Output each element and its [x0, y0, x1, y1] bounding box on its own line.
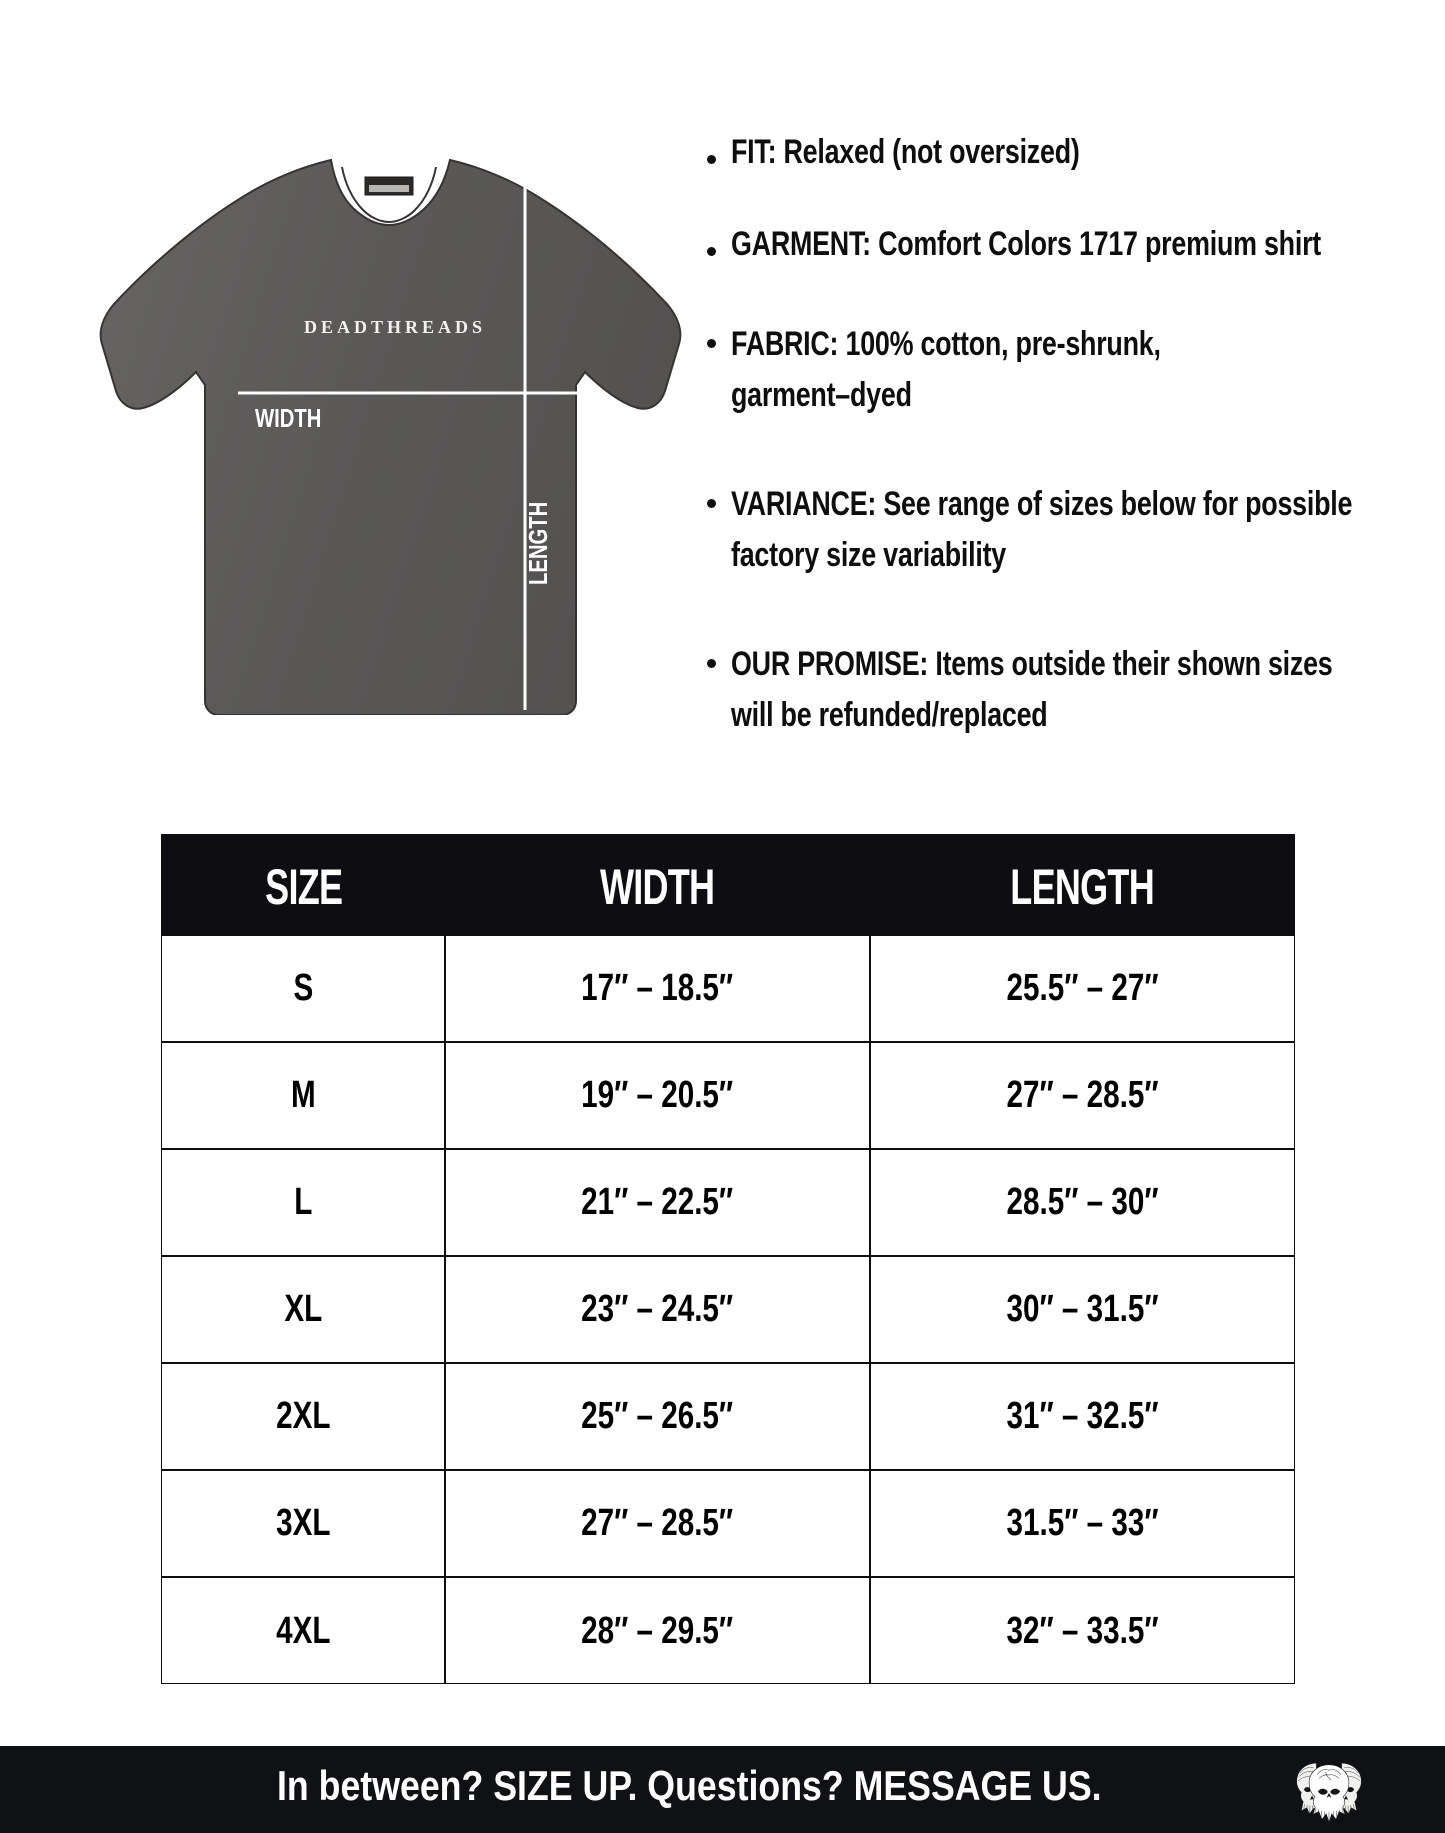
svg-text:WIDTH: WIDTH	[255, 404, 321, 433]
svg-text:DEADTHREADS: DEADTHREADS	[304, 317, 486, 337]
svg-text:LENGTH: LENGTH	[524, 502, 553, 585]
